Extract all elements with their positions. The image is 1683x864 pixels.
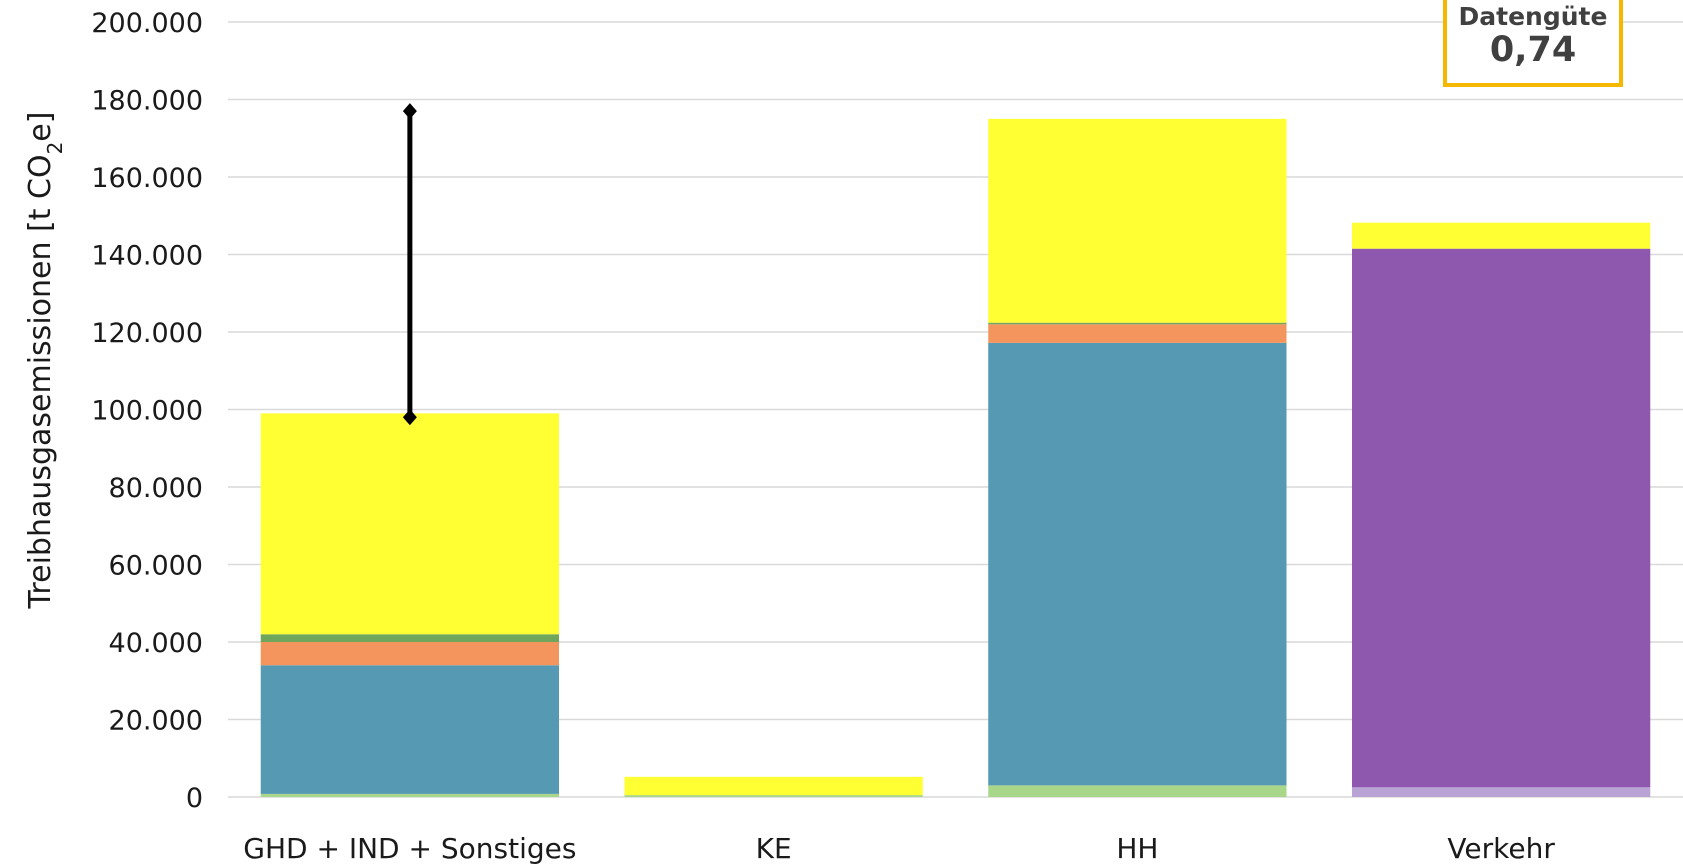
y-tick-label: 180.000 xyxy=(91,86,203,117)
y-tick-label: 80.000 xyxy=(109,473,203,504)
y-tick-labels: 0 20.000 40.000 60.000 80.000 100.000 120.000 1… xyxy=(91,8,203,814)
x-category-label: GHD + IND + Sonstiges xyxy=(243,832,576,864)
y-tick-label: 20.000 xyxy=(109,706,203,737)
y-axis-label-suffix: e] xyxy=(23,112,58,142)
bar-segment xyxy=(988,322,1287,325)
y-tick-label: 40.000 xyxy=(109,628,203,659)
bar-segment xyxy=(988,342,1287,786)
error-bar-marker xyxy=(402,103,417,120)
y-axis-label: Treibhausgasemissionen [t CO2e] xyxy=(23,112,67,610)
bar-segment xyxy=(988,324,1287,343)
x-category-labels: GHD + IND + Sonstiges KE HH Verkehr xyxy=(243,832,1555,864)
y-axis-label-subscript: 2 xyxy=(43,142,67,155)
bar-segment xyxy=(260,634,560,642)
y-tick-label: 60.000 xyxy=(109,551,203,582)
bars xyxy=(260,118,1651,797)
bar-segment xyxy=(260,793,560,797)
x-category-label: Verkehr xyxy=(1447,832,1555,864)
y-tick-label: 100.000 xyxy=(91,396,203,427)
y-axis-label-prefix: Treibhausgasemissionen [t CO xyxy=(23,154,58,609)
bar-segment xyxy=(1351,222,1651,249)
bar-segment xyxy=(1351,787,1651,797)
bar-segment xyxy=(260,413,560,635)
bar-segment xyxy=(988,785,1287,797)
bar-segment xyxy=(260,665,560,794)
y-tick-label: 140.000 xyxy=(91,241,203,272)
bar-segment xyxy=(988,118,1287,323)
y-tick-label: 160.000 xyxy=(91,163,203,194)
y-tick-label: 0 xyxy=(186,783,203,814)
y-tick-label: 120.000 xyxy=(91,318,203,349)
y-tick-label: 200.000 xyxy=(91,8,203,39)
data-quality-value: 0,74 xyxy=(1489,30,1577,70)
bar-segment xyxy=(624,776,923,796)
data-quality-title: Datengüte xyxy=(1458,2,1608,31)
x-category-label: KE xyxy=(756,832,792,864)
bar-segment xyxy=(1351,248,1651,788)
bar-segment xyxy=(624,795,923,797)
error-bar xyxy=(402,103,417,426)
x-category-label: HH xyxy=(1116,832,1158,864)
error-bar-marker xyxy=(402,409,417,426)
bar-segment xyxy=(260,642,560,666)
data-quality-badge: Datengüte 0,74 xyxy=(1443,0,1623,87)
